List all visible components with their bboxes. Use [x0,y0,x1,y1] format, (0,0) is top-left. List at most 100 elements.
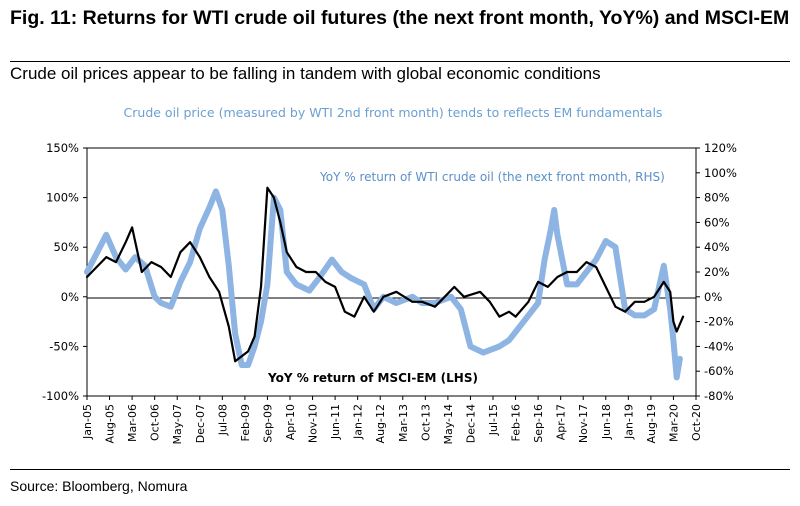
em-series-line [85,186,685,363]
em-point [614,305,617,308]
wti-point [624,308,626,311]
x-tick-label: Jul-08 [216,404,229,436]
em-point [218,291,220,293]
wti-point [144,265,146,267]
right-tick-label: -20% [704,315,734,329]
title-divider [10,61,790,62]
wti-point [498,345,501,348]
x-tick-label: Jul-15 [487,404,500,436]
wti-point [160,302,162,304]
x-tick-label: Aug-05 [104,404,117,443]
chart: Crude oil price (measured by WTI 2nd fro… [42,105,737,445]
x-tick-label: Aug-19 [645,404,658,443]
wti-point [434,302,436,304]
wti-series-label: YoY % return of WTI crude oil (the next … [319,170,665,184]
em-point [463,296,465,298]
wti-point [553,209,555,211]
wti-point [331,258,333,261]
wti-point [679,358,681,360]
em-point [273,196,275,199]
wti-point [543,258,546,261]
x-tick-label: Oct-13 [419,404,432,441]
wti-point [566,283,568,286]
em-point [170,276,172,278]
chart-title: Crude oil price (measured by WTI 2nd fro… [124,105,663,120]
em-point [363,296,365,298]
wti-series-line [84,188,683,381]
x-tick-label: May-14 [442,404,455,445]
em-point [95,266,98,268]
em-point [411,301,414,303]
wti-point [95,252,98,255]
em-point [141,271,143,273]
wti-point [605,240,607,242]
em-point [228,325,230,328]
wti-point [460,308,462,311]
x-tick-label: Jan-12 [352,404,365,440]
em-point [260,286,262,288]
wti-point [340,271,343,273]
em-point [199,256,201,258]
wti-point [450,296,452,298]
em-point [479,291,481,293]
plot-frame [86,147,697,397]
x-tick-label: Sep-09 [261,404,274,443]
wti-point [134,256,137,258]
em-point [208,276,211,278]
wti-point [124,268,127,271]
series-layer [84,186,685,381]
right-tick-label: -40% [704,339,734,353]
right-tick-label: -80% [704,389,734,403]
em-point [266,186,269,189]
x-tick-label: Nov-10 [307,404,320,443]
wti-point [247,364,249,366]
em-point [421,301,423,303]
em-point [295,266,298,268]
wti-point [105,234,108,236]
wti-point [482,351,485,354]
wti-point [253,345,256,348]
em-point [247,350,249,353]
em-point [643,301,646,303]
wti-point [614,246,617,248]
wti-point [395,302,398,304]
source-divider [10,469,790,470]
x-tick-label: Dec-07 [194,404,207,443]
em-point [556,276,559,278]
x-tick-label: Jan-19 [622,404,635,440]
right-tick-label: 40% [704,240,730,254]
x-tick-label: Feb-16 [510,404,523,441]
em-point [547,286,549,288]
wti-point [634,314,636,317]
x-tick-label: Jan-05 [81,404,94,440]
right-tick-label: 120% [704,141,737,155]
left-tick-label: 0% [61,290,79,304]
em-point [663,281,665,283]
wti-point [115,256,117,258]
em-point [160,266,162,268]
em-point [682,315,684,318]
wti-point [550,227,552,230]
wti-point [286,271,288,273]
em-point [508,310,510,313]
x-tick-label: Jun-11 [329,404,342,440]
wti-point [508,339,510,342]
wti-point [363,283,365,286]
wti-point [234,333,236,335]
left-tick-label: 50% [53,240,79,254]
em-point [382,296,385,298]
em-point [672,320,675,323]
em-point [240,355,243,358]
x-tick-label: Dec-14 [464,404,477,443]
em-point [334,286,336,288]
x-tick-label: Apr-10 [284,404,297,440]
wti-point [295,283,298,286]
em-point [537,281,539,283]
em-point [605,286,607,288]
left-tick-label: -100% [42,389,79,403]
em-point [595,266,597,268]
em-point [453,286,456,288]
x-tick-label: Oct-20 [690,404,703,441]
wti-point [669,308,671,311]
wti-point [266,283,269,286]
